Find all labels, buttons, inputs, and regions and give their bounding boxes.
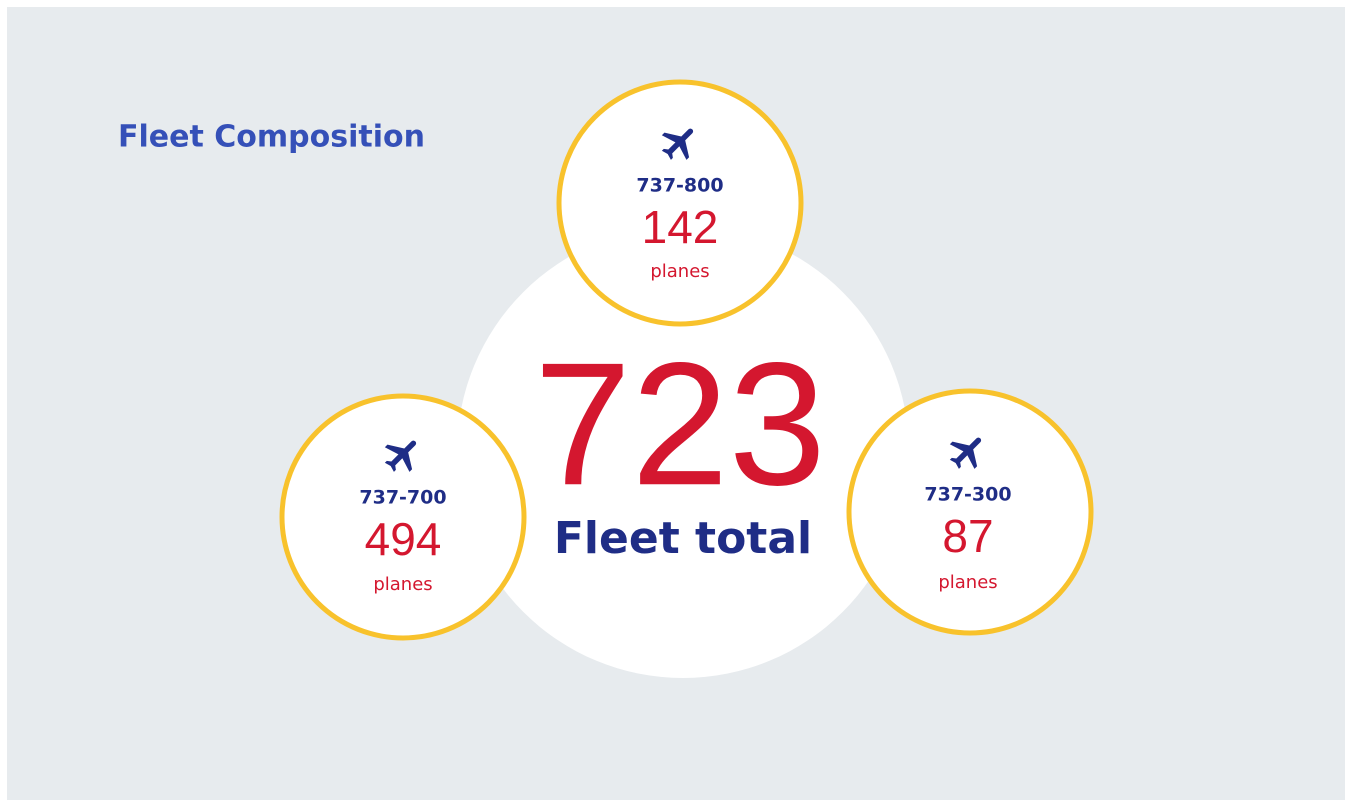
bubble-ring bbox=[279, 393, 527, 641]
model-bubble: 737-800 142 planes bbox=[556, 79, 804, 327]
bubble-ring bbox=[846, 388, 1094, 636]
model-unit: planes bbox=[373, 574, 432, 595]
model-name: 737-800 bbox=[636, 175, 723, 197]
model-name: 737-300 bbox=[924, 484, 1011, 506]
model-bubble: 737-700 494 planes bbox=[279, 393, 527, 641]
title: Fleet Composition bbox=[118, 120, 425, 155]
total-circle bbox=[457, 226, 909, 678]
bubble-ring bbox=[556, 79, 804, 327]
total-label: Fleet total bbox=[554, 513, 812, 564]
model-count: 87 bbox=[942, 510, 993, 562]
model-unit: planes bbox=[938, 572, 997, 593]
model-name: 737-700 bbox=[359, 487, 446, 509]
model-count: 142 bbox=[642, 201, 719, 253]
model-unit: planes bbox=[650, 261, 709, 282]
model-count: 494 bbox=[365, 513, 442, 565]
model-bubble: 737-300 87 planes bbox=[846, 388, 1094, 636]
total-value: 723 bbox=[534, 327, 826, 522]
